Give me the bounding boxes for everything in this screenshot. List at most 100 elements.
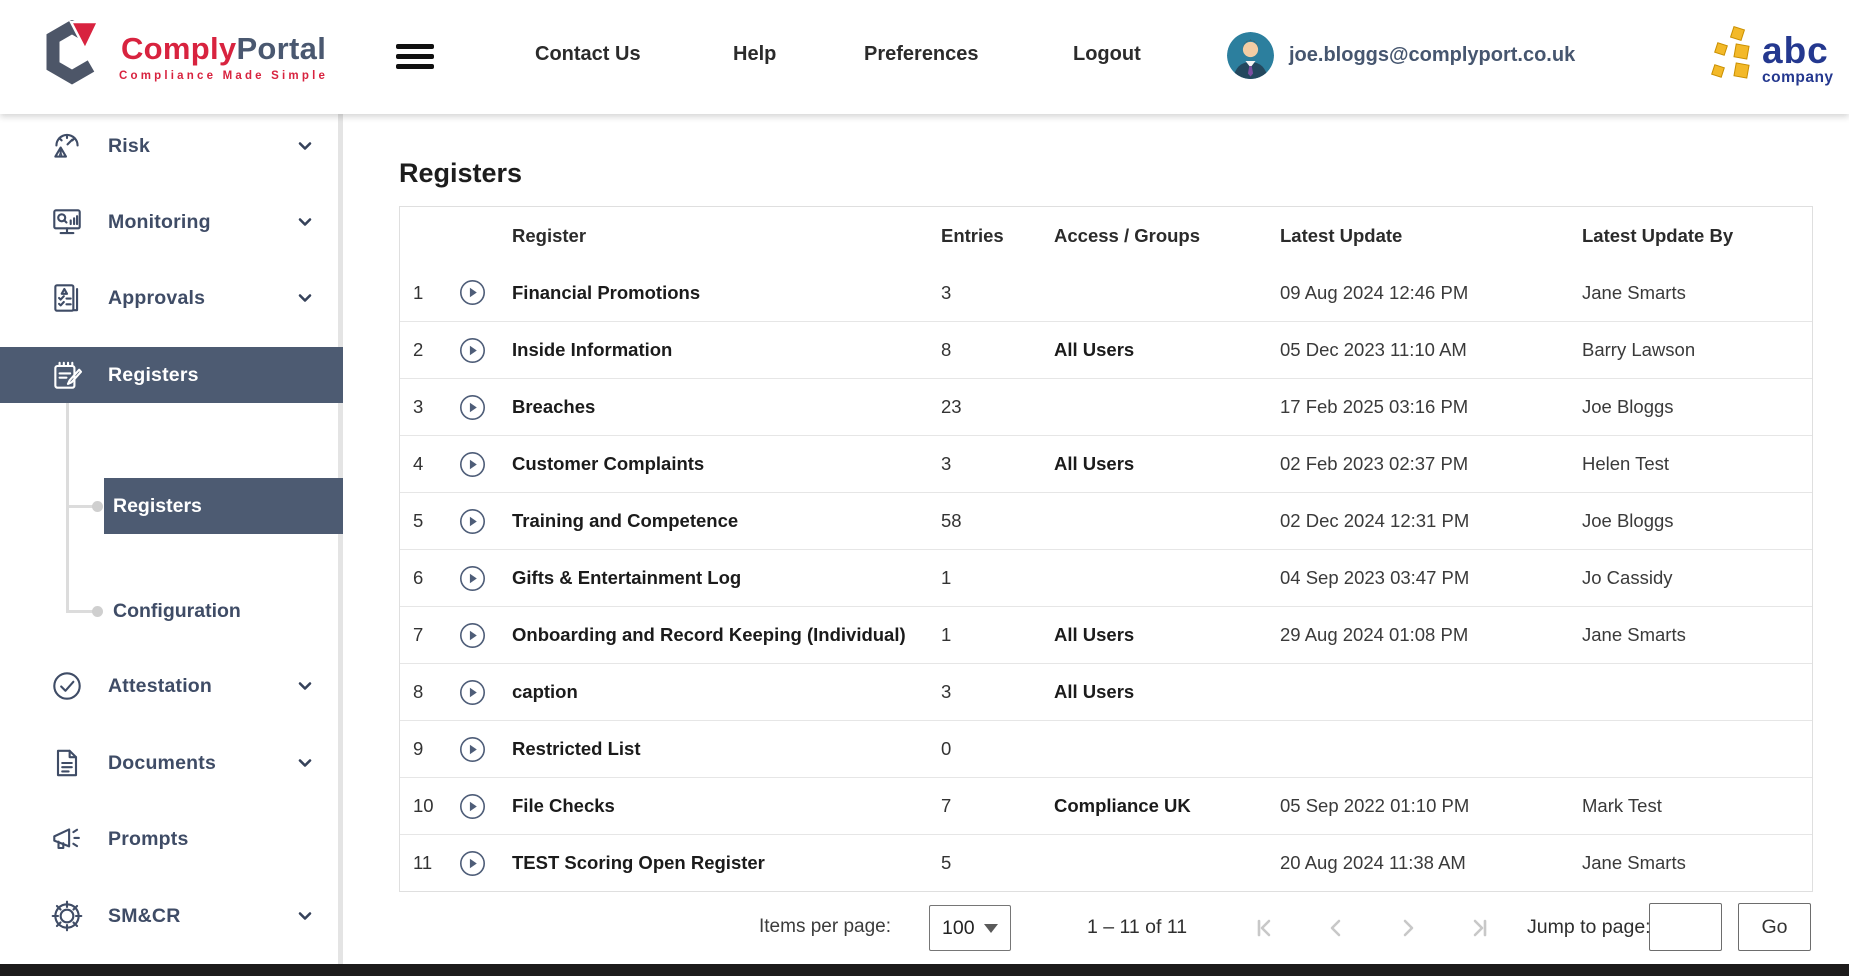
sidebar-item-monitoring[interactable]: Monitoring	[0, 194, 343, 250]
col-header-access: Access / Groups	[1054, 224, 1201, 246]
register-entries: 5	[941, 852, 952, 873]
sidebar-nav: Risk Monitoring	[0, 114, 343, 964]
table-row[interactable]: 2 Inside Information 8 All Users 05 Dec …	[400, 321, 1812, 378]
sidebar-item-attestation[interactable]: Attestation	[0, 658, 343, 714]
expand-register-icon[interactable]	[459, 394, 512, 421]
sidebar-item-label: Registers	[108, 363, 199, 386]
complyportal-hexagon-icon	[40, 19, 104, 95]
expand-register-icon[interactable]	[459, 736, 512, 763]
register-entries: 3	[941, 681, 952, 702]
register-latest-update-by: Mark Test	[1582, 795, 1662, 816]
register-latest-update: 05 Sep 2022 01:10 PM	[1280, 795, 1470, 816]
register-name[interactable]: Onboarding and Record Keeping (Individua…	[512, 624, 906, 645]
abc-logo-text: abc	[1762, 30, 1829, 71]
register-latest-update: 17 Feb 2025 03:16 PM	[1280, 396, 1469, 417]
nav-contact-us[interactable]: Contact Us	[535, 43, 641, 65]
register-entries: 58	[941, 510, 962, 531]
sidebar-item-label: Documents	[108, 751, 216, 774]
row-number: 6	[413, 567, 424, 588]
register-entries: 1	[941, 567, 952, 588]
expand-register-icon[interactable]	[459, 679, 512, 706]
chevron-down-icon[interactable]	[295, 136, 315, 161]
page-title: Registers	[399, 158, 523, 188]
complyportal-logo: ComplyPortal Compliance Made Simple	[40, 19, 328, 95]
expand-register-icon[interactable]	[459, 850, 512, 877]
abc-diamonds-icon	[1710, 24, 1756, 91]
table-row[interactable]: 5 Training and Competence 58 02 Dec 2024…	[400, 492, 1812, 549]
register-latest-update: 02 Dec 2024 12:31 PM	[1280, 510, 1470, 531]
monitoring-screen-icon	[48, 203, 86, 241]
previous-page-button[interactable]	[1323, 915, 1349, 941]
items-per-page-label: Items per page:	[759, 916, 892, 937]
register-access-groups: All Users	[1054, 453, 1135, 474]
register-access-groups: All Users	[1054, 339, 1135, 360]
user-avatar[interactable]	[1227, 32, 1274, 79]
table-row[interactable]: 6 Gifts & Entertainment Log 1 04 Sep 202…	[400, 549, 1812, 606]
expand-register-icon[interactable]	[459, 508, 512, 535]
first-page-button[interactable]	[1251, 915, 1277, 941]
table-row[interactable]: 4 Customer Complaints 3 All Users 02 Feb…	[400, 435, 1812, 492]
chevron-down-icon[interactable]	[295, 906, 315, 931]
chevron-down-icon[interactable]	[295, 288, 315, 313]
sidebar-subitem-registers[interactable]: Registers	[104, 478, 343, 534]
expand-register-icon[interactable]	[459, 337, 512, 364]
row-number: 5	[413, 510, 424, 531]
expand-register-icon[interactable]	[459, 451, 512, 478]
table-row[interactable]: 3 Breaches 23 17 Feb 2025 03:16 PM Joe B…	[400, 378, 1812, 435]
sidebar-item-prompts[interactable]: Prompts	[0, 811, 343, 867]
register-name[interactable]: Financial Promotions	[512, 281, 701, 303]
register-latest-update-by: Barry Lawson	[1582, 339, 1696, 360]
register-name[interactable]: File Checks	[512, 795, 615, 816]
chevron-down-icon[interactable]	[295, 753, 315, 778]
table-row[interactable]: 7 Onboarding and Record Keeping (Individ…	[400, 606, 1812, 663]
sidebar-subitem-configuration[interactable]: Configuration	[104, 583, 343, 639]
jump-to-page-input[interactable]	[1649, 903, 1722, 951]
col-header-latest-update-by: Latest Update By	[1582, 224, 1734, 246]
sidebar-item-smcr[interactable]: SM&CR	[0, 888, 343, 944]
register-name[interactable]: caption	[512, 681, 578, 702]
go-button[interactable]: Go	[1738, 903, 1811, 951]
register-entries: 23	[941, 396, 962, 417]
register-entries: 3	[941, 453, 952, 474]
table-row[interactable]: 11 TEST Scoring Open Register 5 20 Aug 2…	[400, 834, 1812, 891]
row-number: 2	[413, 339, 424, 360]
last-page-button[interactable]	[1467, 915, 1493, 941]
chevron-down-icon[interactable]	[295, 212, 315, 237]
sidebar-subitem-label: Registers	[113, 494, 202, 517]
risk-gauge-icon	[48, 127, 86, 165]
table-row[interactable]: 8 caption 3 All Users	[400, 663, 1812, 720]
register-name[interactable]: Inside Information	[512, 339, 673, 360]
sidebar-item-documents[interactable]: Documents	[0, 735, 343, 791]
sidebar-item-approvals[interactable]: Approvals	[0, 270, 343, 326]
documents-file-icon	[48, 744, 86, 782]
register-latest-update-by: Joe Bloggs	[1582, 396, 1674, 417]
expand-register-icon[interactable]	[459, 622, 512, 649]
expand-register-icon[interactable]	[459, 565, 512, 592]
register-latest-update-by: Jane Smarts	[1582, 624, 1686, 645]
register-name[interactable]: Training and Competence	[512, 510, 739, 531]
register-name[interactable]: Restricted List	[512, 738, 641, 759]
sidebar-item-registers[interactable]: Registers	[0, 347, 343, 403]
nav-logout[interactable]: Logout	[1073, 43, 1141, 65]
hamburger-menu-icon[interactable]	[396, 44, 434, 69]
jump-to-page-label: Jump to page:	[1527, 916, 1651, 938]
register-name[interactable]: Breaches	[512, 396, 596, 417]
next-page-button[interactable]	[1395, 915, 1421, 941]
table-row[interactable]: 10 File Checks 7 Compliance UK 05 Sep 20…	[400, 777, 1812, 834]
table-row[interactable]: 9 Restricted List 0	[400, 720, 1812, 777]
chevron-down-icon[interactable]	[295, 676, 315, 701]
user-account-area[interactable]: joe.bloggs@complyport.co.uk	[1227, 32, 1575, 79]
tree-branch-line	[66, 505, 94, 508]
register-name[interactable]: Customer Complaints	[512, 453, 705, 474]
items-per-page-select[interactable]: 100	[929, 905, 1011, 951]
sidebar-item-risk[interactable]: Risk	[0, 118, 343, 174]
expand-register-icon[interactable]	[459, 793, 512, 820]
table-row[interactable]: 1 Financial Promotions 3 09 Aug 2024 12:…	[400, 264, 1812, 321]
register-name[interactable]: TEST Scoring Open Register	[512, 852, 765, 873]
nav-preferences[interactable]: Preferences	[864, 43, 979, 65]
register-latest-update: 09 Aug 2024 12:46 PM	[1280, 281, 1469, 303]
register-name[interactable]: Gifts & Entertainment Log	[512, 567, 742, 588]
expand-register-icon[interactable]	[459, 279, 512, 306]
nav-help[interactable]: Help	[733, 43, 777, 65]
abc-company-logo: abc company	[1710, 24, 1834, 91]
